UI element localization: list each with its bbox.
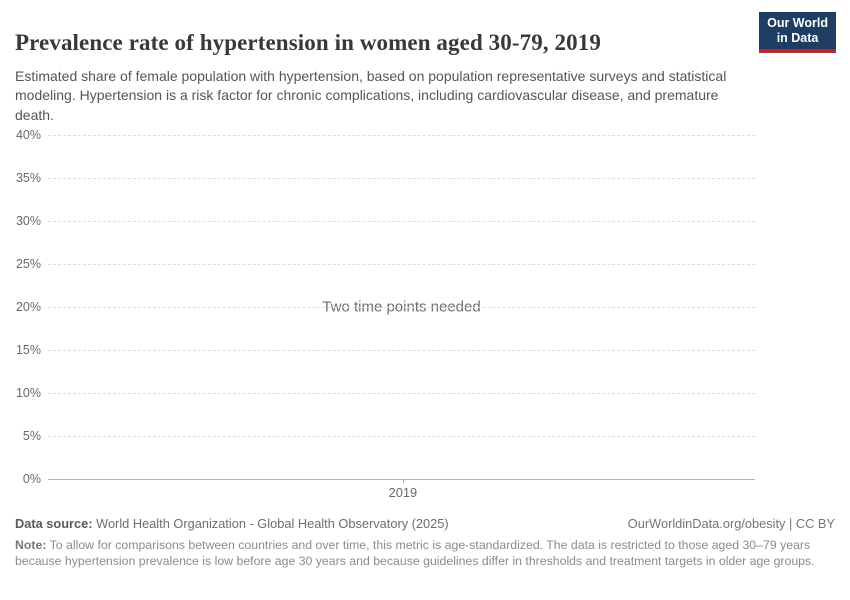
- y-tick-label: 20%: [15, 300, 41, 314]
- chart-subtitle: Estimated share of female population wit…: [15, 68, 727, 123]
- gridline: [48, 135, 755, 136]
- chart-footer: Data source: World Health Organization -…: [15, 516, 835, 570]
- y-tick-label: 25%: [15, 257, 41, 271]
- y-tick-label: 5%: [22, 429, 41, 443]
- y-tick-label: 15%: [15, 343, 41, 357]
- gridline: [48, 436, 755, 437]
- gridline: [48, 350, 755, 351]
- note-label: Note:: [15, 538, 47, 552]
- source-line: Data source: World Health Organization -…: [15, 516, 835, 531]
- data-source: Data source: World Health Organization -…: [15, 516, 449, 531]
- data-source-label: Data source:: [15, 516, 93, 531]
- gridline: [48, 178, 755, 179]
- note-block: Note: To allow for comparisons between c…: [15, 538, 835, 570]
- gridline: [48, 307, 755, 308]
- y-tick-label: 0%: [22, 472, 41, 486]
- plot-area: Two time points needed 40% 35% 30% 25% 20% 15…: [16, 128, 755, 500]
- x-axis-line: [48, 479, 755, 480]
- license-link[interactable]: OurWorldinData.org/obesity | CC BY: [627, 516, 835, 531]
- y-tick-label: 10%: [15, 386, 41, 400]
- gridline: [48, 221, 755, 222]
- note-value: To allow for comparisons between countri…: [15, 538, 815, 568]
- owid-logo[interactable]: Our World in Data: [759, 12, 836, 53]
- data-source-value: World Health Organization - Global Healt…: [96, 516, 449, 531]
- x-tick-label: 2019: [388, 485, 418, 500]
- owid-logo-line2: in Data: [776, 30, 819, 45]
- y-tick-label: 35%: [15, 171, 41, 185]
- y-tick-label: 30%: [15, 214, 41, 228]
- y-tick-label: 40%: [15, 128, 41, 142]
- owid-logo-line1: Our World: [767, 16, 828, 30]
- x-tick-mark: [402, 479, 404, 483]
- gridline: [48, 393, 755, 394]
- page-title: Prevalence rate of hypertension in women…: [15, 30, 601, 56]
- gridline: [48, 264, 755, 265]
